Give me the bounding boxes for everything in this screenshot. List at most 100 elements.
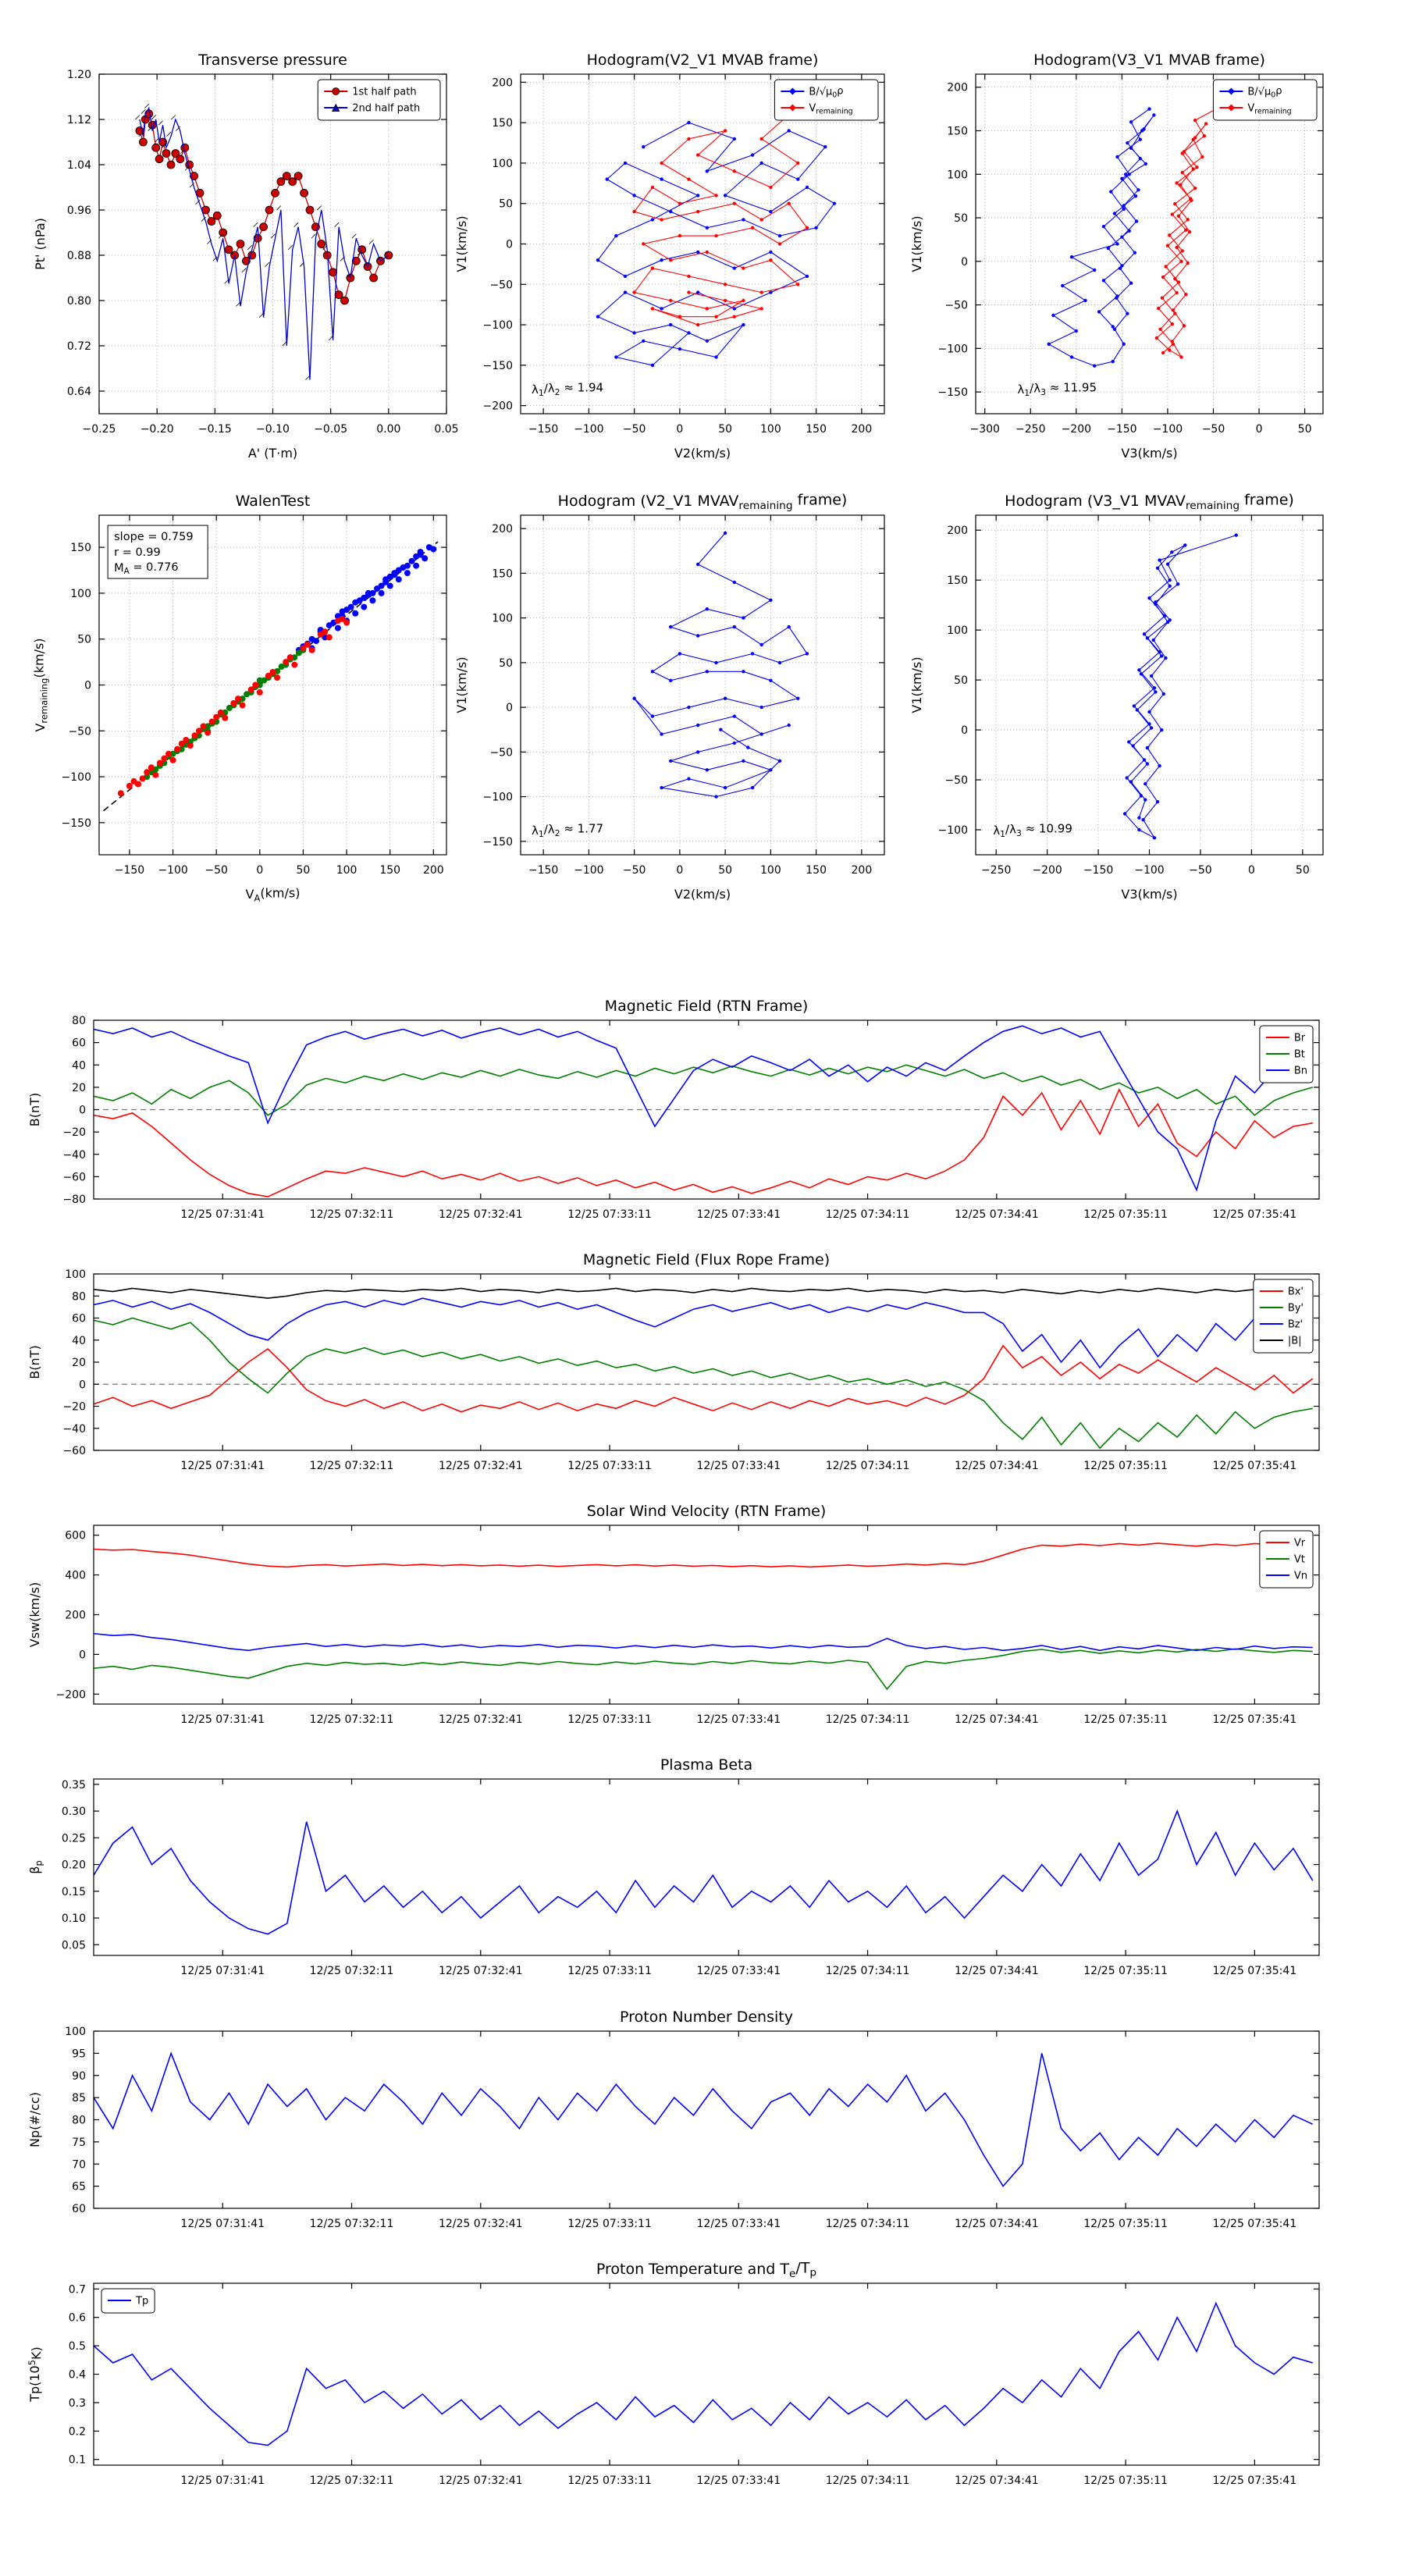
series-scatter-green-markers	[144, 646, 307, 781]
svg-text:150: 150	[492, 568, 513, 580]
y-axis-ticks: −200 0 200 400 600	[56, 1530, 1319, 1701]
chart-walen-test: −150 −100 −50 0 50 100 150 200 −150 −100 −50 0 50 100…	[32, 493, 447, 903]
svg-text:0: 0	[1248, 864, 1255, 877]
svg-text:12/25 07:31:41: 12/25 07:31:41	[180, 1208, 265, 1221]
y-axis-ticks: 60 65 70 75 80 85 90 95 100	[65, 2026, 1319, 2215]
svg-text:100: 100	[336, 864, 357, 877]
svg-text:200: 200	[852, 864, 873, 877]
svg-text:50: 50	[499, 198, 513, 211]
legend-label: 2nd half path	[352, 103, 420, 115]
svg-text:−100: −100	[574, 864, 603, 877]
legend-label: Br	[1294, 1033, 1306, 1044]
svg-text:0: 0	[79, 1379, 86, 1391]
svg-text:12/25 07:33:41: 12/25 07:33:41	[696, 1965, 781, 1977]
svg-text:0.6: 0.6	[69, 2312, 86, 2325]
svg-text:−150: −150	[62, 817, 91, 830]
svg-text:−50: −50	[1202, 423, 1225, 436]
chart-title: Proton Temperature and Te/Tp	[596, 2259, 816, 2280]
svg-text:−150: −150	[528, 864, 558, 877]
svg-text:12/25 07:35:41: 12/25 07:35:41	[1213, 1713, 1297, 1726]
svg-text:0.5: 0.5	[69, 2340, 86, 2353]
svg-text:85: 85	[72, 2092, 86, 2105]
svg-text:200: 200	[852, 423, 873, 436]
svg-text:100: 100	[760, 864, 781, 877]
series--b-	[94, 1287, 1313, 1299]
chart-hodogram-v3v1-mvav: −250 −200 −150 −100 −50 0 50 −100 −50 0 50 100 150 20…	[909, 491, 1324, 902]
svg-text:12/25 07:33:11: 12/25 07:33:11	[567, 1460, 652, 1472]
y-axis-label: V1(km/s)	[454, 215, 469, 272]
svg-text:12/25 07:35:11: 12/25 07:35:11	[1083, 1208, 1168, 1221]
y-axis-label: Vremaining(km/s)	[32, 638, 50, 731]
svg-text:0: 0	[1256, 423, 1263, 436]
svg-text:75: 75	[72, 2137, 86, 2149]
svg-text:100: 100	[947, 169, 968, 181]
svg-text:−100: −100	[62, 771, 91, 784]
svg-text:−100: −100	[938, 343, 968, 355]
svg-text:0.10: 0.10	[62, 1912, 86, 1925]
svg-text:200: 200	[947, 525, 968, 537]
series-v-remaining	[633, 114, 808, 326]
stats-line: slope = 0.759	[114, 531, 193, 543]
svg-text:12/25 07:34:41: 12/25 07:34:41	[955, 2475, 1039, 2487]
svg-text:0.05: 0.05	[434, 423, 458, 436]
svg-text:100: 100	[65, 2026, 86, 2038]
axes-border	[93, 2030, 1320, 2209]
x-axis-ticks: −300 −250 −200 −150 −100 −50 0 50	[969, 74, 1311, 436]
svg-text:12/25 07:33:11: 12/25 07:33:11	[567, 2475, 652, 2487]
axes-border	[975, 514, 1324, 856]
svg-text:50: 50	[718, 864, 732, 877]
svg-text:12/25 07:35:11: 12/25 07:35:11	[1083, 1460, 1168, 1472]
series-br	[94, 1087, 1313, 1197]
svg-text:0.7: 0.7	[69, 2283, 86, 2296]
svg-text:12/25 07:34:41: 12/25 07:34:41	[955, 1965, 1039, 1977]
chart-plasma-beta: 12/25 07:31:41 12/25 07:32:11 12/25 07:32:…	[27, 1756, 1320, 1977]
chart-transverse-pressure: −0.25 −0.20 −0.15 −0.10 −0.05 0.00 0.05 0.64 0.7…	[33, 52, 459, 461]
chart-magnetic-field-flux-rope: 12/25 07:31:41 12/25 07:32:11 12/25 07:32:…	[27, 1251, 1320, 1472]
svg-text:−150: −150	[528, 423, 558, 436]
svg-text:0.72: 0.72	[67, 340, 91, 353]
y-axis-ticks: −100 −50 0 50 100 150 200	[938, 525, 1323, 837]
svg-text:12/25 07:34:41: 12/25 07:34:41	[955, 1460, 1039, 1472]
svg-text:0.88: 0.88	[67, 250, 91, 262]
svg-text:12/25 07:35:41: 12/25 07:35:41	[1213, 2475, 1297, 2487]
x-axis-ticks: −150 −100 −50 0 50 100 150 200	[528, 515, 872, 877]
svg-text:−100: −100	[483, 319, 513, 332]
y-axis-label: V1(km/s)	[454, 656, 469, 713]
legend: Bx' By' Bz' |B|	[1253, 1279, 1314, 1354]
svg-text:12/25 07:33:11: 12/25 07:33:11	[567, 1965, 652, 1977]
svg-text:12/25 07:32:11: 12/25 07:32:11	[310, 1965, 394, 1977]
axes-border	[520, 514, 885, 856]
chart-solar-wind-velocity: 12/25 07:31:41 12/25 07:32:11 12/25 07:32:…	[27, 1503, 1320, 1726]
svg-text:0.4: 0.4	[69, 2369, 86, 2382]
svg-text:1.20: 1.20	[67, 69, 91, 81]
stats-box: slope = 0.759 r = 0.99 MA = 0.776	[107, 525, 208, 579]
svg-text:0.00: 0.00	[376, 423, 400, 436]
svg-text:60: 60	[72, 2203, 86, 2215]
svg-text:12/25 07:33:11: 12/25 07:33:11	[567, 1208, 652, 1221]
svg-text:−200: −200	[483, 400, 513, 413]
svg-text:12/25 07:31:41: 12/25 07:31:41	[180, 1460, 265, 1472]
svg-text:12/25 07:33:41: 12/25 07:33:41	[696, 1713, 781, 1726]
legend-label: Vremaining	[809, 103, 852, 116]
legend: B/√μ0ρ Vremaining	[774, 79, 879, 121]
svg-text:150: 150	[806, 864, 827, 877]
stats-line: r = 0.99	[114, 546, 161, 559]
legend: B/√μ0ρ Vremaining	[1212, 79, 1318, 121]
svg-text:90: 90	[72, 2070, 86, 2083]
svg-text:12/25 07:34:41: 12/25 07:34:41	[955, 2218, 1039, 2230]
chart-hodogram-v3v1-mvab: −300 −250 −200 −150 −100 −50 0 50 −150 −100 −50 0 50…	[909, 52, 1324, 461]
svg-text:12/25 07:32:41: 12/25 07:32:41	[439, 1460, 523, 1472]
svg-text:150: 150	[379, 864, 400, 877]
chart-title: Magnetic Field (Flux Rope Frame)	[583, 1251, 830, 1268]
annotation: λ1/λ2 ≈ 1.77	[532, 821, 603, 839]
series-v-remaining-markers	[1122, 533, 1239, 840]
svg-text:−100: −100	[1134, 864, 1164, 877]
svg-text:0.25: 0.25	[62, 1832, 86, 1845]
chart-title: Transverse pressure	[197, 52, 347, 69]
svg-text:−150: −150	[115, 864, 144, 877]
svg-text:12/25 07:31:41: 12/25 07:31:41	[180, 1713, 265, 1726]
legend-label: Vn	[1294, 1571, 1307, 1582]
svg-text:12/25 07:32:41: 12/25 07:32:41	[439, 2218, 523, 2230]
chart-proton-temperature: 12/25 07:31:41 12/25 07:32:11 12/25 07:32:…	[27, 2259, 1320, 2487]
svg-text:150: 150	[806, 423, 827, 436]
